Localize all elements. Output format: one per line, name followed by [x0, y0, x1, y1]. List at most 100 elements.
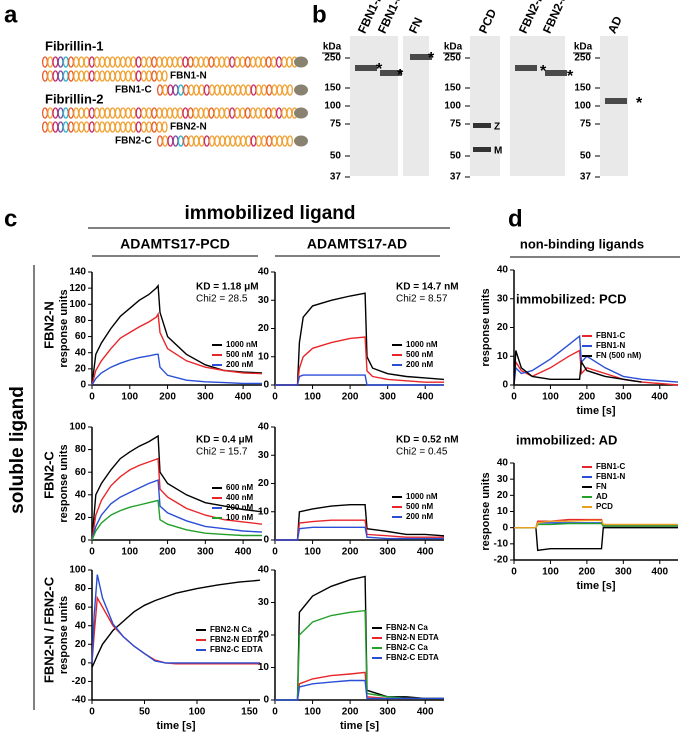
domain [250, 84, 257, 96]
band [545, 70, 567, 76]
x-tick-label: 0 [89, 392, 95, 403]
band-asterisk: * [636, 95, 643, 112]
domain [167, 84, 174, 96]
y-tick-label: -20 [494, 555, 509, 566]
band-asterisk: * [567, 68, 574, 85]
kda-marker: 75 [330, 119, 342, 130]
panel-letter: d [508, 205, 523, 232]
domain [156, 107, 163, 119]
domain [239, 56, 246, 68]
y-tick-label: 140 [69, 267, 86, 278]
domain [99, 70, 106, 82]
x-tick-label: 200 [579, 392, 596, 403]
domain [161, 121, 168, 133]
y-tick-label: 80 [75, 315, 87, 326]
gel [510, 36, 565, 176]
domain [188, 84, 195, 96]
domain [245, 135, 252, 147]
legend-label: 200 nM [226, 503, 253, 512]
kda-marker: 100 [444, 101, 461, 112]
domain [255, 107, 262, 119]
domain [41, 56, 49, 68]
domain [109, 121, 116, 133]
y-tick-label: 40 [75, 347, 87, 358]
domain [286, 135, 294, 147]
x-tick-label: 400 [235, 392, 252, 403]
domain [286, 56, 293, 68]
kda-marker: 150 [324, 83, 341, 94]
row-header: FBN2-N / FBN2-C [41, 576, 56, 683]
domain [52, 70, 59, 82]
y-tick-label: 40 [75, 620, 87, 631]
annotation: KD = 1.18 μM [196, 282, 259, 293]
domain [73, 107, 80, 119]
domain [265, 56, 272, 68]
domain [162, 84, 169, 96]
y-tick-label: 60 [75, 467, 87, 478]
y-tick-label: 40 [258, 565, 270, 576]
domain [255, 84, 262, 96]
x-tick-label: 100 [542, 392, 559, 403]
domain [52, 121, 59, 133]
domain [130, 107, 137, 119]
legend-label: FBN2-C EDTA [386, 653, 439, 662]
domain [67, 107, 75, 119]
domain [214, 135, 221, 147]
x-tick-label: 300 [197, 392, 214, 403]
domain [125, 107, 132, 119]
domain [88, 121, 95, 133]
domain [193, 84, 200, 96]
domain [67, 70, 75, 82]
domain [229, 135, 236, 147]
domain [114, 56, 121, 68]
row-header: FBN2-N [41, 301, 56, 349]
c-terminal-domain [294, 84, 308, 96]
domain [276, 135, 283, 147]
x-tick-label: 0 [89, 707, 95, 718]
domain [260, 135, 268, 147]
domain [275, 107, 283, 119]
domain [78, 121, 85, 133]
band-asterisk: * [540, 63, 547, 80]
domain [219, 135, 226, 147]
domain [151, 107, 158, 119]
x-tick-label: 200 [579, 567, 596, 578]
y-tick-label: 0 [80, 380, 86, 391]
domain [182, 135, 190, 147]
legend-label: FBN1-N [596, 472, 626, 481]
kda-marker: 75 [580, 119, 592, 130]
domain [119, 121, 127, 133]
domain [47, 70, 54, 82]
domain [219, 84, 226, 96]
domain [104, 70, 111, 82]
domain [234, 84, 242, 96]
y-tick-label: -10 [494, 538, 509, 549]
domain [203, 84, 210, 96]
series-line [275, 526, 444, 541]
x-tick-label: 100 [304, 547, 321, 558]
domain [260, 56, 267, 68]
domain [99, 121, 106, 133]
domain [78, 70, 85, 82]
chart-title: immobilized: AD [516, 432, 617, 447]
domain [177, 56, 184, 68]
domain [177, 135, 184, 147]
x-tick-label: 200 [159, 547, 176, 558]
band-asterisk: * [428, 50, 435, 67]
c-terminal-domain [294, 107, 308, 119]
domain [41, 70, 49, 82]
domain-label: FBN2-C [115, 136, 152, 147]
y-axis-label: response units [58, 289, 70, 367]
domain [172, 135, 179, 147]
domain [203, 107, 210, 119]
domain [145, 70, 153, 82]
domain [203, 56, 210, 68]
domain [281, 56, 288, 68]
domain [244, 56, 251, 68]
kda-marker: 50 [580, 151, 592, 162]
x-tick-label: 200 [342, 547, 359, 558]
x-tick-label: 400 [235, 547, 252, 558]
series-line [91, 311, 263, 386]
legend-label: 1000 nM [406, 492, 438, 501]
domain [198, 135, 205, 147]
